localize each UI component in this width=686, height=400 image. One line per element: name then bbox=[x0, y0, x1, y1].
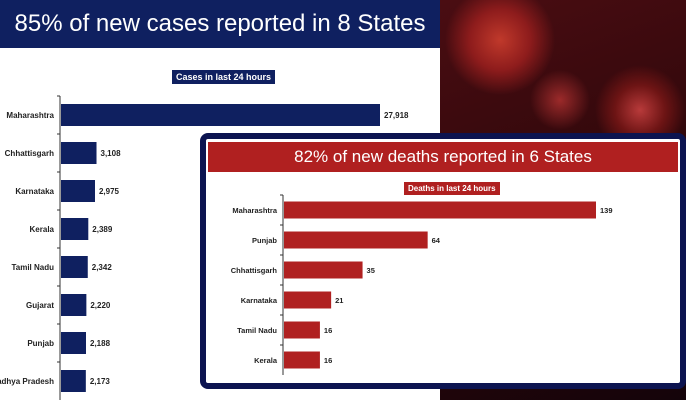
category-label: Kerala bbox=[254, 356, 278, 365]
bar-gujarat bbox=[61, 294, 87, 316]
data-label: 3,108 bbox=[101, 149, 122, 158]
bar-maharashtra bbox=[61, 104, 380, 126]
category-label: Punjab bbox=[27, 339, 54, 348]
category-label: Karnataka bbox=[15, 187, 54, 196]
deaths-title: 82% of new deaths reported in 6 States bbox=[208, 142, 678, 172]
data-label: 16 bbox=[324, 356, 332, 365]
bar-maharashtra bbox=[284, 201, 596, 219]
bar-kerala bbox=[284, 351, 320, 369]
data-label: 16 bbox=[324, 326, 332, 335]
cases-title: 85% of new cases reported in 8 States bbox=[0, 0, 440, 48]
bar-chhattisgarh bbox=[284, 261, 363, 279]
bar-punjab bbox=[284, 231, 428, 249]
data-label: 2,188 bbox=[90, 339, 111, 348]
cases-chart: Maharashtra 27,918 Chhattisgarh 3,108 Karnat… bbox=[0, 95, 409, 400]
category-label: Maharashtra bbox=[232, 206, 277, 215]
data-label: 2,975 bbox=[99, 187, 120, 196]
bar-madhya-pradesh bbox=[61, 370, 86, 392]
data-label: 27,918 bbox=[384, 111, 409, 120]
cases-subtitle: Cases in last 24 hours bbox=[172, 70, 276, 84]
deaths-chart: Maharashtra 139 Punjab 64 Chhattisgarh 35 Karn… bbox=[231, 194, 613, 375]
data-label: 2,173 bbox=[90, 377, 111, 386]
category-label: Chhattisgarh bbox=[5, 149, 54, 158]
bar-kerala bbox=[61, 218, 89, 240]
category-label: Chhattisgarh bbox=[231, 266, 278, 275]
category-label: Maharashtra bbox=[6, 111, 54, 120]
data-label: 35 bbox=[367, 266, 375, 275]
category-label: Karnataka bbox=[241, 296, 278, 305]
data-label: 2,220 bbox=[90, 301, 111, 310]
deaths-subtitle: Deaths in last 24 hours bbox=[404, 182, 500, 195]
category-label: Tamil Nadu bbox=[11, 263, 54, 272]
bar-karnataka bbox=[61, 180, 95, 202]
deaths-panel: 82% of new deaths reported in 6 States D… bbox=[200, 133, 686, 389]
bar-tamil-nadu bbox=[284, 321, 320, 339]
category-label: Kerala bbox=[30, 225, 55, 234]
bar-tamil-nadu bbox=[61, 256, 88, 278]
data-label: 21 bbox=[335, 296, 343, 305]
data-label: 2,389 bbox=[92, 225, 113, 234]
category-label: Tamil Nadu bbox=[237, 326, 277, 335]
bar-chhattisgarh bbox=[61, 142, 97, 164]
data-label: 64 bbox=[432, 236, 441, 245]
data-label: 2,342 bbox=[92, 263, 113, 272]
category-label: Punjab bbox=[252, 236, 277, 245]
bar-karnataka bbox=[284, 291, 332, 309]
category-label: Gujarat bbox=[26, 301, 54, 310]
category-label: Madhya Pradesh bbox=[0, 377, 54, 386]
bar-punjab bbox=[61, 332, 87, 354]
data-label: 139 bbox=[600, 206, 613, 215]
